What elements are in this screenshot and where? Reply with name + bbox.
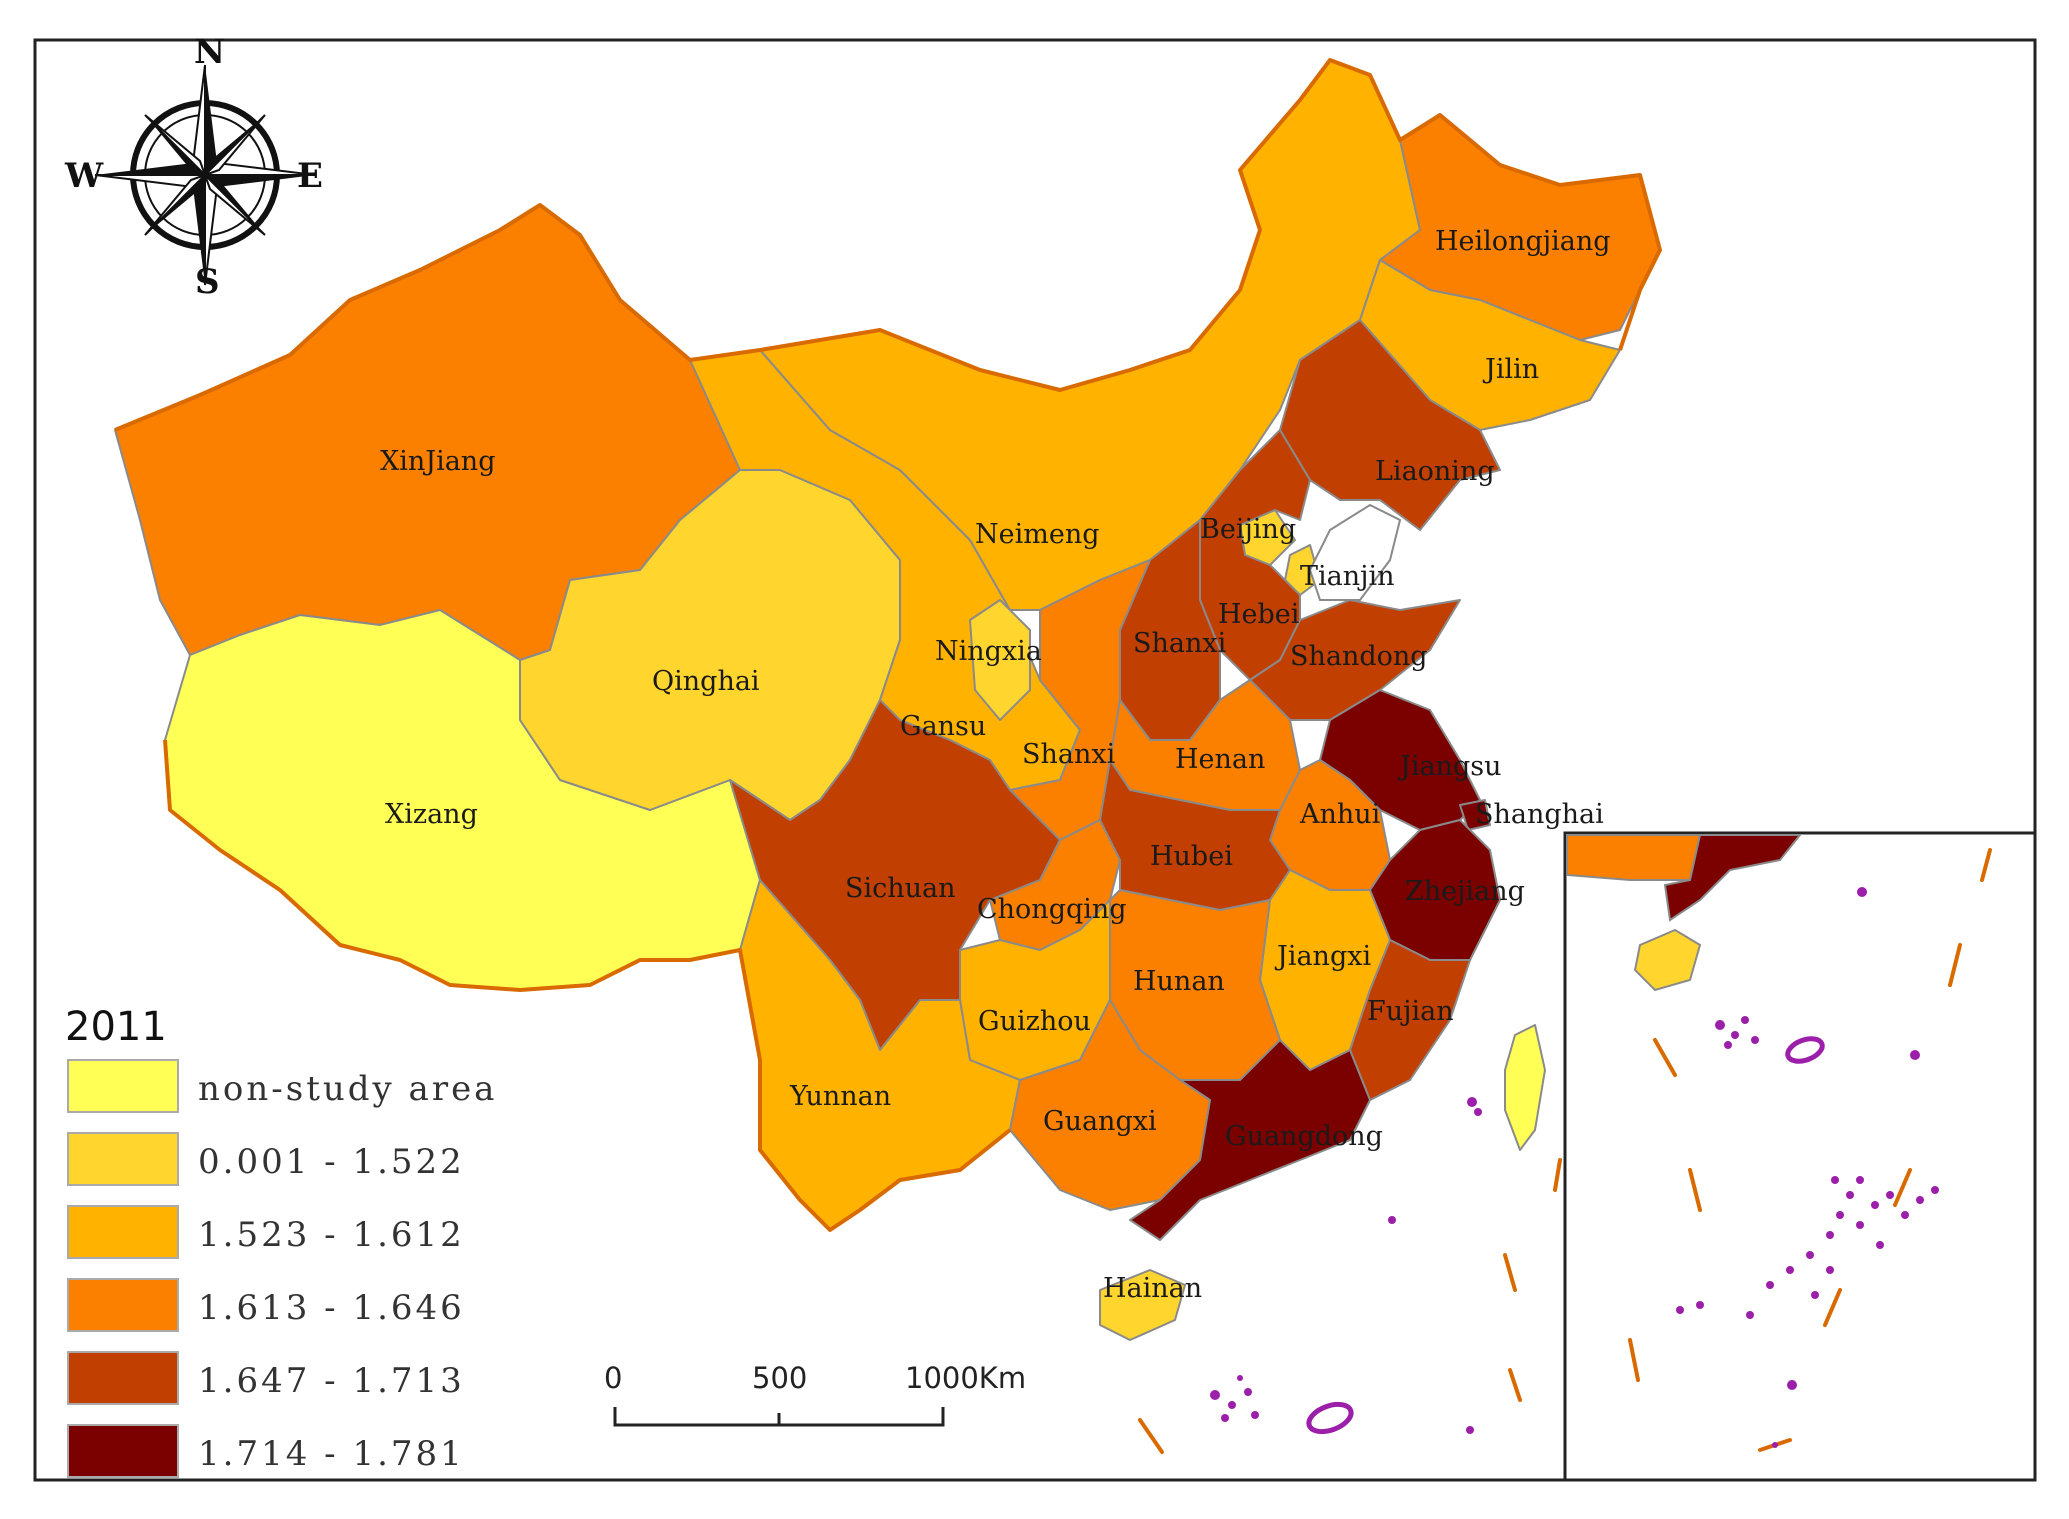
province-ningxia[interactable] <box>969 599 1031 721</box>
label-guangxi: Guangxi <box>1043 1106 1157 1137</box>
southwest-outline <box>163 739 1012 1232</box>
compass-star-icon <box>94 64 316 286</box>
compass-w: W <box>64 156 104 196</box>
label-shanxi-south: Shanxi <box>1022 739 1116 770</box>
legend-swatch-4 <box>67 1351 179 1405</box>
legend-swatch-3 <box>67 1278 179 1332</box>
inset-frame <box>1563 831 2037 1482</box>
label-chongqing: Chongqing <box>977 894 1127 925</box>
province-shandong[interactable] <box>1249 599 1461 721</box>
label-ningxia: Ningxia <box>935 636 1042 667</box>
label-henan: Henan <box>1175 744 1265 775</box>
label-guizhou: Guizhou <box>978 1006 1091 1037</box>
label-shanghai: Shanghai <box>1475 799 1604 830</box>
label-anhui: Anhui <box>1299 799 1381 830</box>
compass-e: E <box>297 156 323 196</box>
label-neimeng: Neimeng <box>975 519 1100 550</box>
label-xizang: Xizang <box>385 799 478 830</box>
label-gansu: Gansu <box>900 711 986 742</box>
province-shanghai[interactable] <box>1459 799 1491 831</box>
province-hebei[interactable] <box>1199 429 1311 681</box>
label-hunan: Hunan <box>1133 966 1225 997</box>
scale-tick-500: 500 <box>752 1361 807 1395</box>
label-sichuan: Sichuan <box>845 873 956 904</box>
label-zhejiang: Zhejiang <box>1405 876 1525 907</box>
province-hainan[interactable] <box>1099 1269 1186 1341</box>
label-jiangxi: Jiangxi <box>1274 941 1371 972</box>
bohai-sea <box>1308 503 1402 601</box>
label-liaoning: Liaoning <box>1375 456 1495 487</box>
south-china-sea-main <box>1138 1097 1562 1454</box>
label-shandong: Shandong <box>1290 641 1428 672</box>
scale-tick-0: 0 <box>604 1361 622 1395</box>
island-taiwan <box>1504 1024 1546 1151</box>
legend-label-4: 1.647 - 1.713 <box>198 1361 465 1401</box>
province-layer <box>114 58 1662 1341</box>
province-fujian[interactable] <box>1349 939 1471 1101</box>
inset-hainan <box>1633 928 1702 992</box>
scale-tick-1000: 1000Km <box>905 1361 1026 1395</box>
label-hainan: Hainan <box>1103 1273 1202 1304</box>
legend-label-5: 1.714 - 1.781 <box>198 1434 465 1474</box>
label-beijing: Beijing <box>1200 514 1296 545</box>
national-outline <box>114 58 1662 432</box>
label-fujian: Fujian <box>1367 996 1454 1027</box>
compass-rose: N S E W <box>64 32 323 302</box>
label-hubei: Hubei <box>1150 841 1233 872</box>
legend-title: 2011 <box>65 1004 167 1050</box>
inset-guangdong <box>1663 834 1803 922</box>
label-yunnan: Yunnan <box>789 1081 891 1112</box>
label-hebei: Hebei <box>1218 599 1300 630</box>
inset-south-china-sea <box>1563 831 2037 1482</box>
legend-swatch-0 <box>67 1059 179 1113</box>
province-tianjin[interactable] <box>1284 544 1321 596</box>
province-guangdong[interactable] <box>1129 1039 1371 1241</box>
label-qinghai: Qinghai <box>652 666 760 697</box>
label-shanxi-north: Shanxi <box>1133 628 1227 659</box>
legend-swatch-5 <box>67 1424 179 1478</box>
province-labels: XinJiang Xizang Qinghai Gansu Neimeng Ni… <box>380 226 1611 1304</box>
label-heilongjiang: Heilongjiang <box>1435 226 1611 257</box>
legend-swatch-2 <box>67 1205 179 1259</box>
label-jiangsu: Jiangsu <box>1397 751 1501 782</box>
label-xinjiang: XinJiang <box>380 446 495 477</box>
legend-label-0: non-study area <box>198 1069 497 1109</box>
compass-n: N <box>194 32 225 72</box>
label-jilin: Jilin <box>1482 354 1539 385</box>
label-tianjin: Tianjin <box>1300 561 1395 592</box>
legend-label-1: 0.001 - 1.522 <box>198 1142 465 1182</box>
label-guangdong: Guangdong <box>1225 1121 1383 1152</box>
legend-label-3: 1.613 - 1.646 <box>198 1288 465 1328</box>
scale-bar: 0 500 1000Km <box>604 1361 1026 1427</box>
legend-swatch-1 <box>67 1132 179 1186</box>
inset-guangxi <box>1566 834 1702 881</box>
legend-label-2: 1.523 - 1.612 <box>198 1215 465 1255</box>
legend: 2011 non-study area 0.001 - 1.522 1.523 - … <box>65 1004 497 1478</box>
compass-s: S <box>195 262 220 302</box>
